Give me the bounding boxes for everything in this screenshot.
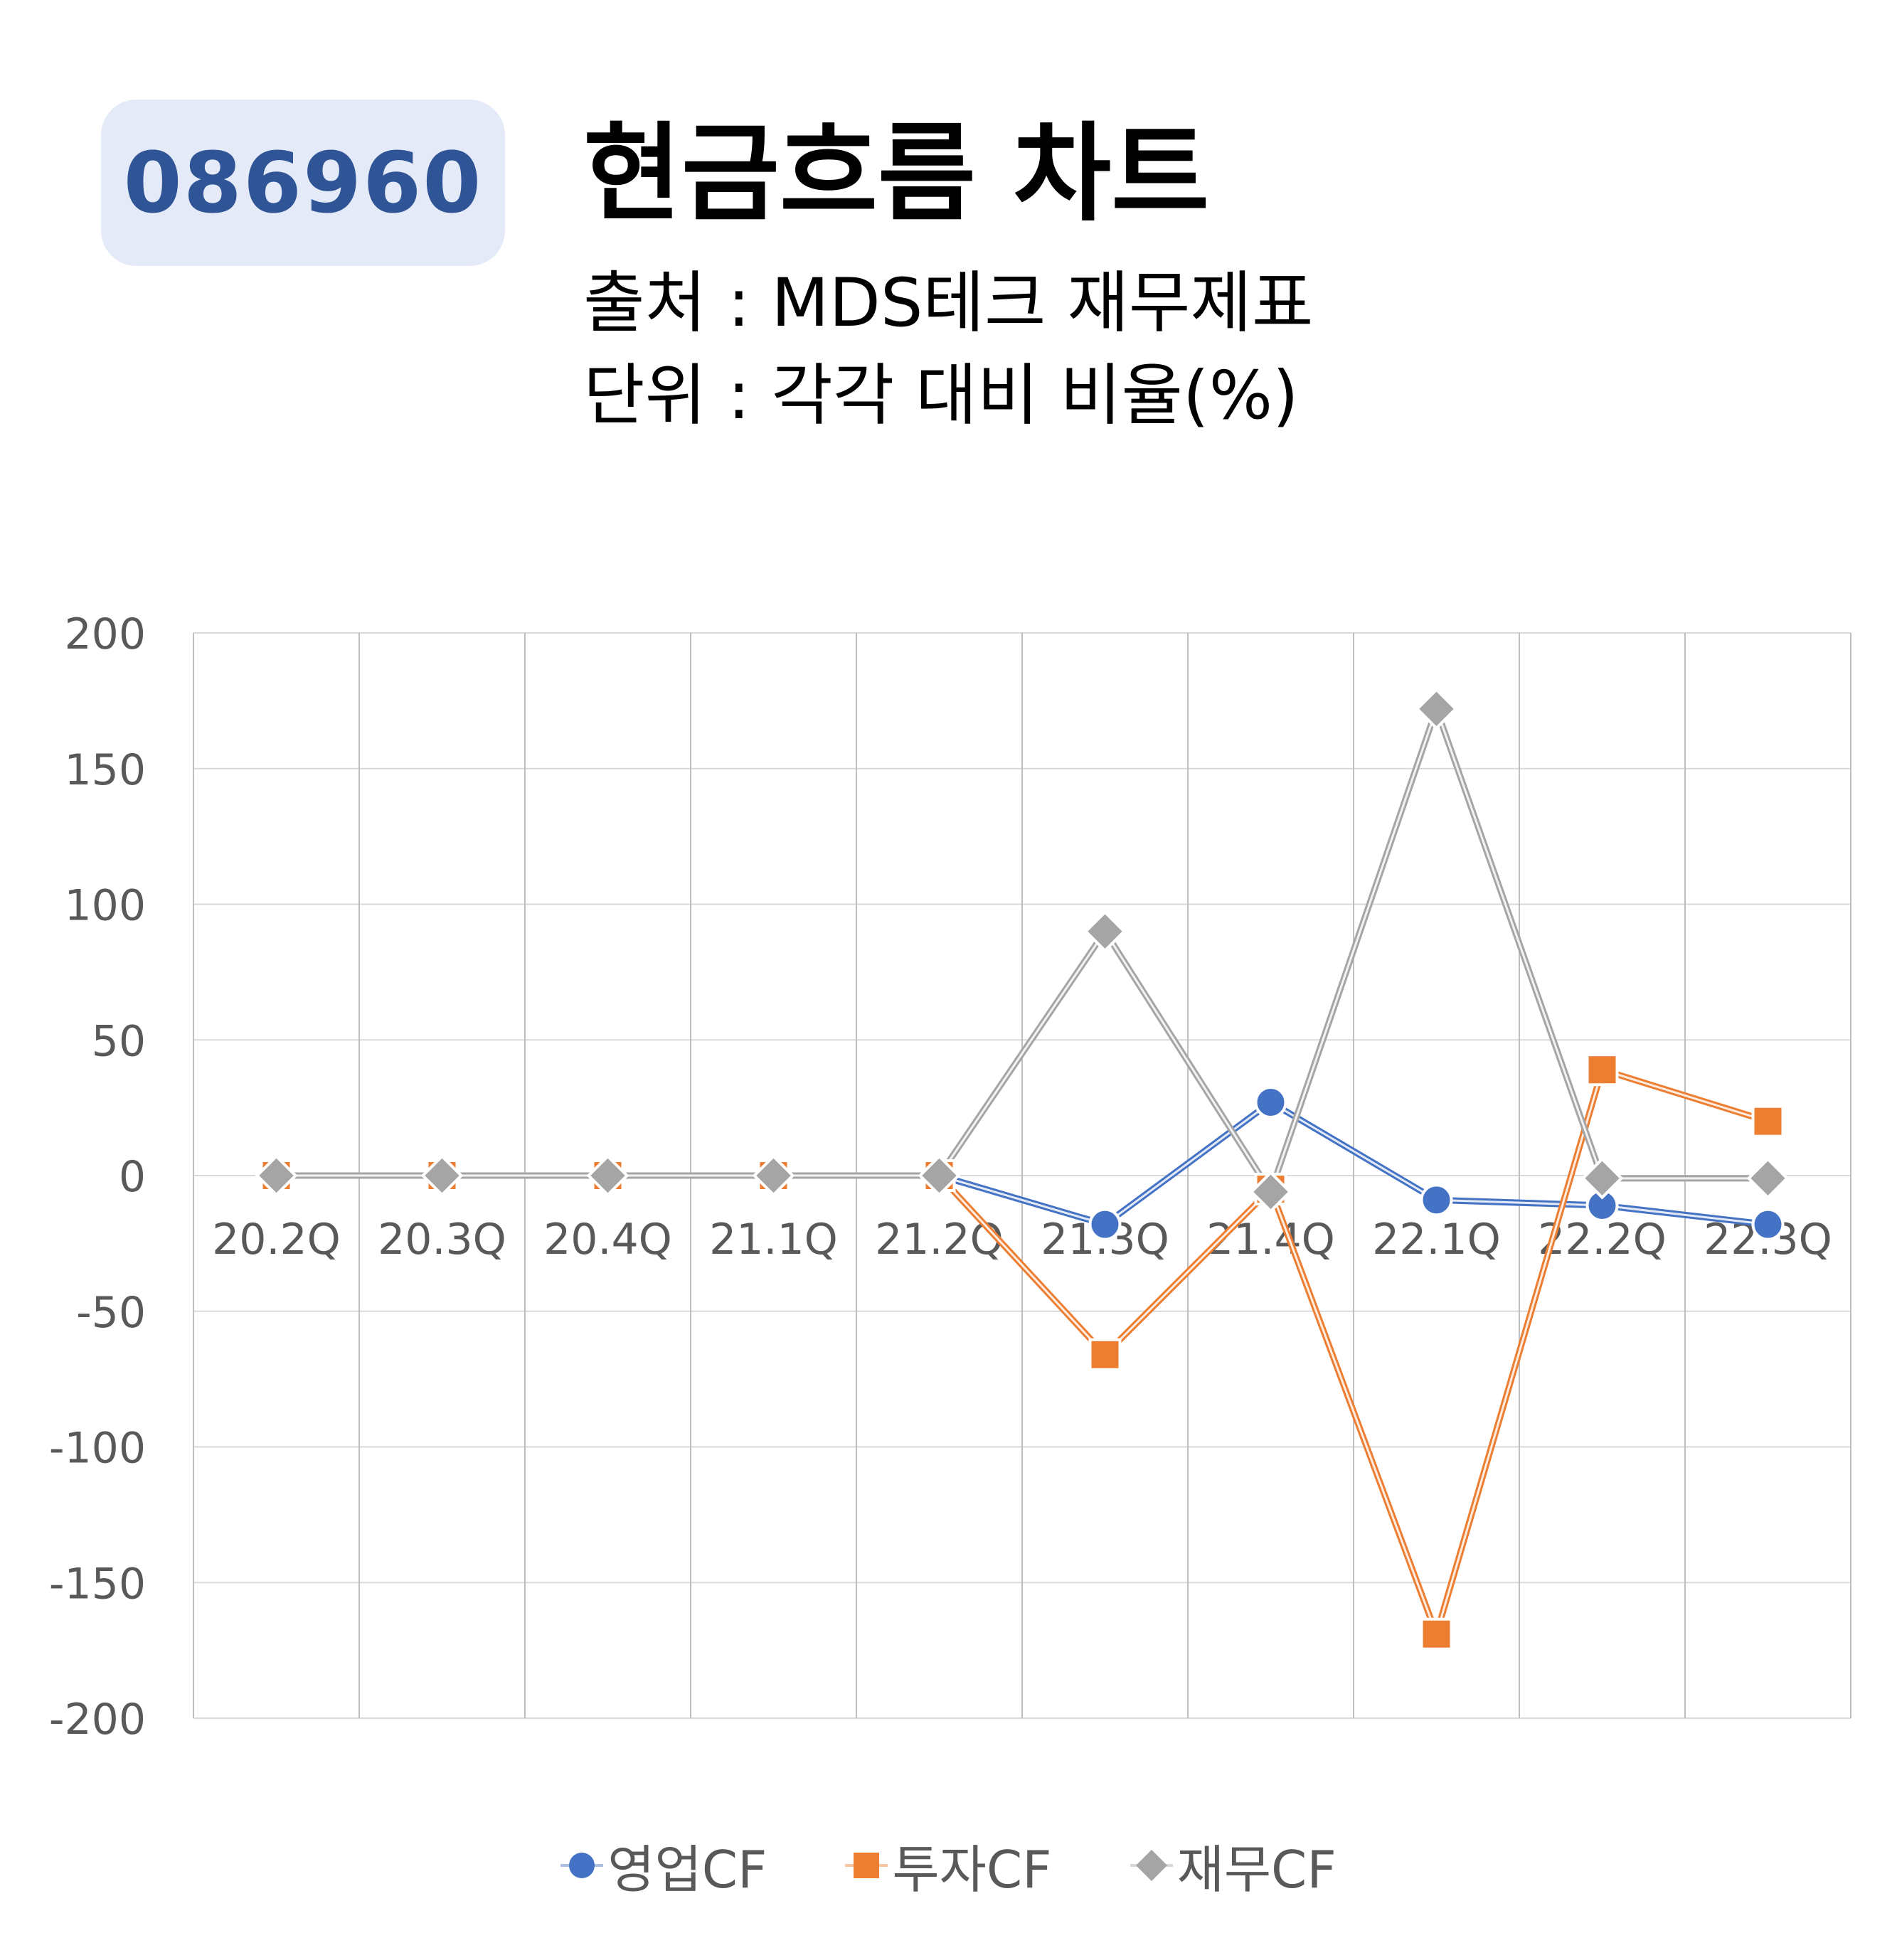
y-tick-label: 0 (119, 1152, 146, 1202)
stock-code-badge: 086960 (101, 100, 505, 266)
legend-label: 투자CF (892, 1840, 1052, 1900)
x-tick-label: 21.4Q (1206, 1215, 1335, 1264)
y-tick-label: 150 (64, 745, 146, 795)
y-tick-label: -200 (49, 1695, 146, 1745)
x-tick-label: 22.1Q (1372, 1215, 1501, 1264)
data-point-1-7 (1420, 1617, 1453, 1651)
square-marker-icon (845, 1852, 888, 1878)
legend-item-1: 투자CF (845, 1828, 1052, 1902)
unit-text: 단위 : 각각 대비 비율(%) (583, 357, 1299, 435)
source-text: 출처 : MDS테크 재무제표 (583, 265, 1314, 342)
y-tick-label: -50 (76, 1288, 146, 1338)
y-tick-label: 50 (92, 1016, 146, 1066)
data-point-0-5 (1088, 1208, 1122, 1241)
stock-code: 086960 (123, 134, 483, 232)
data-point-2-0 (255, 1154, 298, 1197)
series-line-highlight-2 (276, 708, 1768, 1193)
data-point-2-9 (1746, 1156, 1790, 1200)
y-tick-label: 100 (64, 881, 146, 931)
diamond-marker-icon (1130, 1849, 1173, 1881)
circle-marker-icon (560, 1852, 604, 1878)
x-tick-label: 20.2Q (212, 1215, 341, 1264)
data-point-2-2 (586, 1154, 629, 1197)
data-point-2-8 (1580, 1156, 1624, 1200)
legend-item-0: 영업CF (560, 1828, 767, 1902)
x-tick-label: 20.3Q (378, 1215, 506, 1264)
chart-legend: 영업CF 투자CF 재무CF (0, 1828, 1897, 1902)
data-point-1-8 (1585, 1053, 1619, 1087)
x-tick-label: 21.1Q (709, 1215, 838, 1264)
data-point-0-9 (1751, 1208, 1785, 1241)
data-point-1-9 (1751, 1104, 1785, 1138)
y-tick-label: -100 (49, 1424, 146, 1474)
data-point-2-4 (918, 1154, 961, 1197)
x-tick-label: 20.4Q (543, 1215, 672, 1264)
y-tick-label: -150 (49, 1559, 146, 1609)
data-point-0-7 (1420, 1183, 1453, 1217)
data-point-2-6 (1249, 1171, 1292, 1213)
data-point-1-5 (1088, 1338, 1122, 1371)
data-point-2-3 (752, 1154, 795, 1197)
data-point-0-6 (1254, 1085, 1287, 1119)
y-tick-label: 200 (64, 609, 146, 659)
page-title: 현금흐름 차트 (583, 112, 1210, 236)
legend-label: 영업CF (607, 1840, 767, 1900)
data-point-2-7 (1415, 687, 1458, 730)
legend-item-2: 재무CF (1130, 1828, 1337, 1902)
legend-label: 재무CF (1176, 1840, 1337, 1900)
data-point-2-5 (1083, 910, 1127, 953)
data-point-2-1 (420, 1154, 464, 1197)
